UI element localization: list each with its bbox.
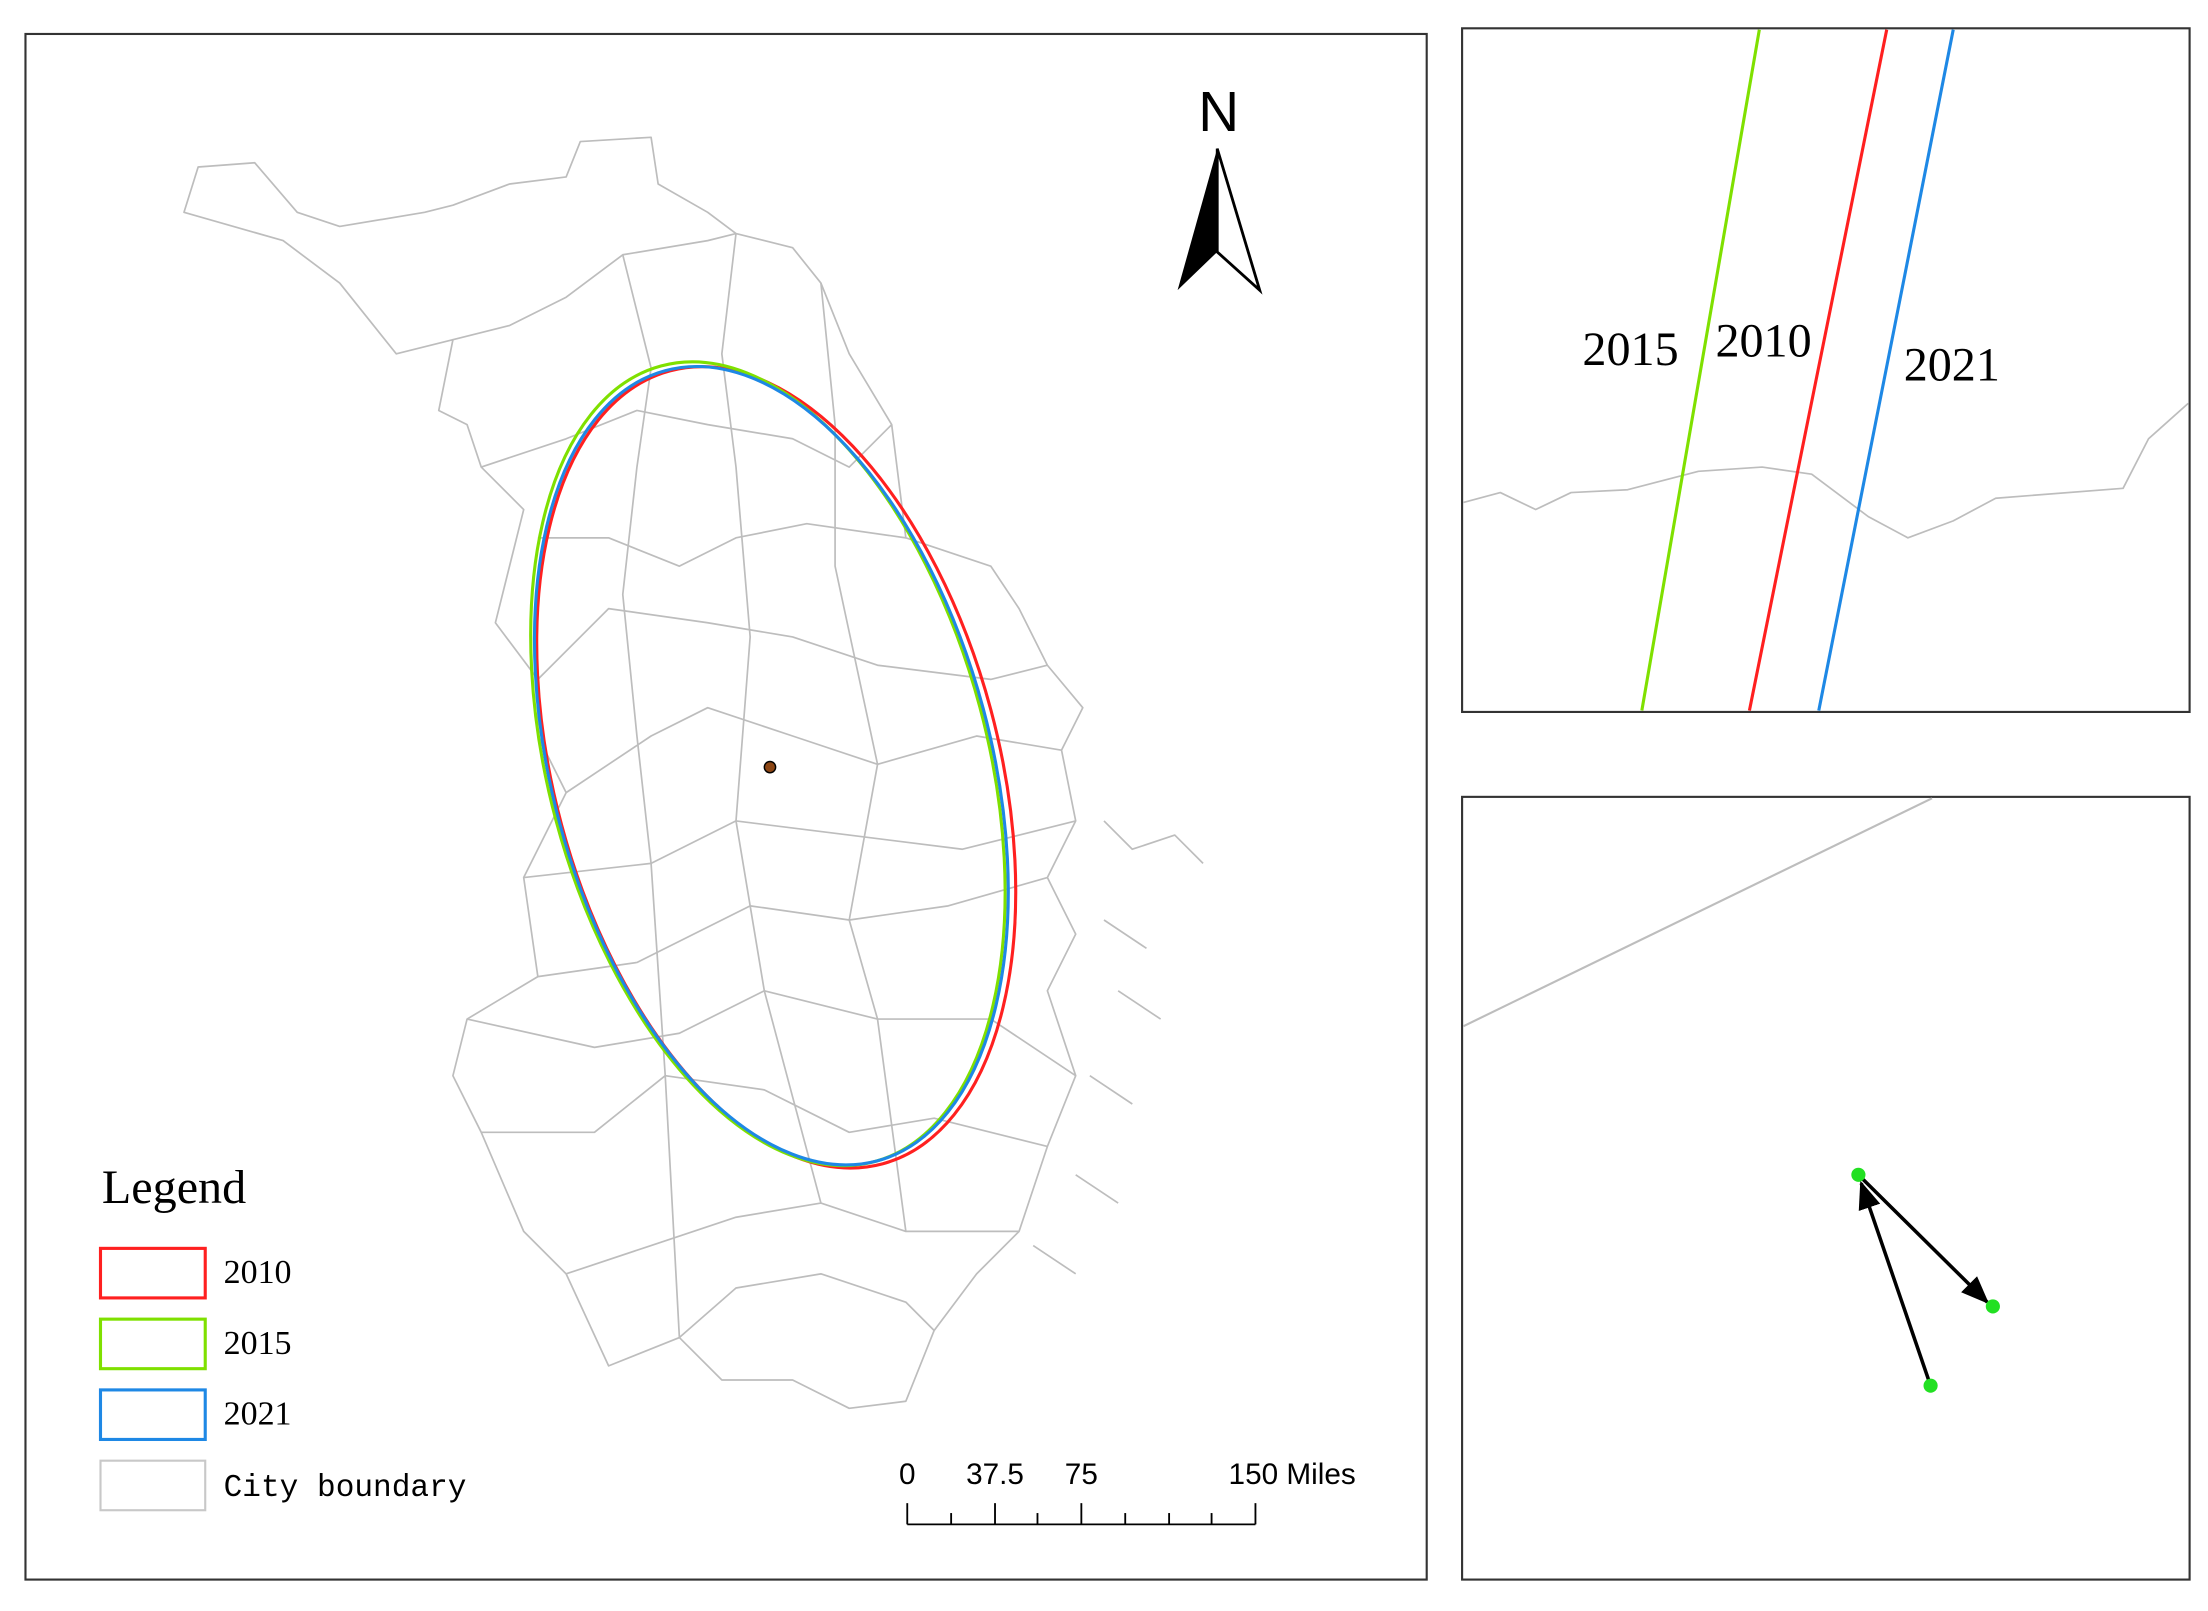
city-boundaries — [183, 136, 1204, 1410]
mean-center-point — [1851, 1167, 1866, 1182]
center-shift-arrow — [1857, 1173, 1990, 1305]
city-boundary — [480, 409, 893, 468]
city-boundary — [720, 233, 822, 1204]
city-boundary — [565, 1202, 1020, 1275]
scale-bar — [906, 1503, 1257, 1526]
city-boundary — [523, 820, 1076, 879]
scale-label: 150 Miles — [1229, 1458, 1356, 1491]
inset-bottom-frame — [1461, 795, 2191, 1581]
ellipse-2021 — [532, 365, 1010, 1167]
inset-city-boundary — [1463, 797, 1933, 1028]
scale-label: 0 — [899, 1458, 916, 1491]
inset-city-boundary — [1463, 402, 2189, 539]
legend-label: City boundary — [224, 1471, 467, 1506]
inset-top-frame — [1461, 27, 2191, 714]
legend-swatch — [98, 1317, 207, 1371]
legend-label: 2010 — [224, 1254, 292, 1291]
legend-label: 2015 — [224, 1325, 292, 1362]
city-boundary — [537, 607, 1048, 681]
inset-label: 2010 — [1715, 314, 1811, 367]
inset-line-2015 — [1640, 29, 1761, 711]
city-boundary — [537, 522, 906, 568]
mean-center — [763, 760, 777, 774]
legend-swatch — [98, 1246, 207, 1300]
mean-center-point — [1985, 1299, 2000, 1314]
scale-label: 37.5 — [966, 1458, 1024, 1491]
city-boundary — [678, 1273, 935, 1339]
scale-label: 75 — [1065, 1458, 1098, 1491]
city-boundary — [537, 876, 1048, 978]
legend-swatch — [98, 1388, 207, 1442]
city-boundary — [481, 1074, 1048, 1148]
north-label: N — [1198, 80, 1239, 143]
city-boundary — [820, 282, 907, 1232]
legend-title: Legend — [102, 1161, 246, 1214]
city-boundary — [452, 232, 737, 341]
city-boundary — [621, 254, 681, 1338]
mean-center-point — [1923, 1378, 1938, 1393]
inset-label: 2021 — [1904, 338, 2000, 391]
center-shift-arrow — [1858, 1180, 1933, 1387]
legend-label: 2021 — [224, 1396, 292, 1433]
main-map-frame — [24, 32, 1428, 1581]
legend-swatch — [99, 1459, 207, 1512]
inset-line-2010 — [1747, 29, 1889, 711]
city-boundary — [565, 706, 1062, 794]
north-arrow-right — [1215, 148, 1263, 295]
inset-label: 2015 — [1582, 323, 1678, 376]
inset-line-2021 — [1817, 29, 1955, 711]
coastline-islands — [1032, 820, 1204, 1275]
